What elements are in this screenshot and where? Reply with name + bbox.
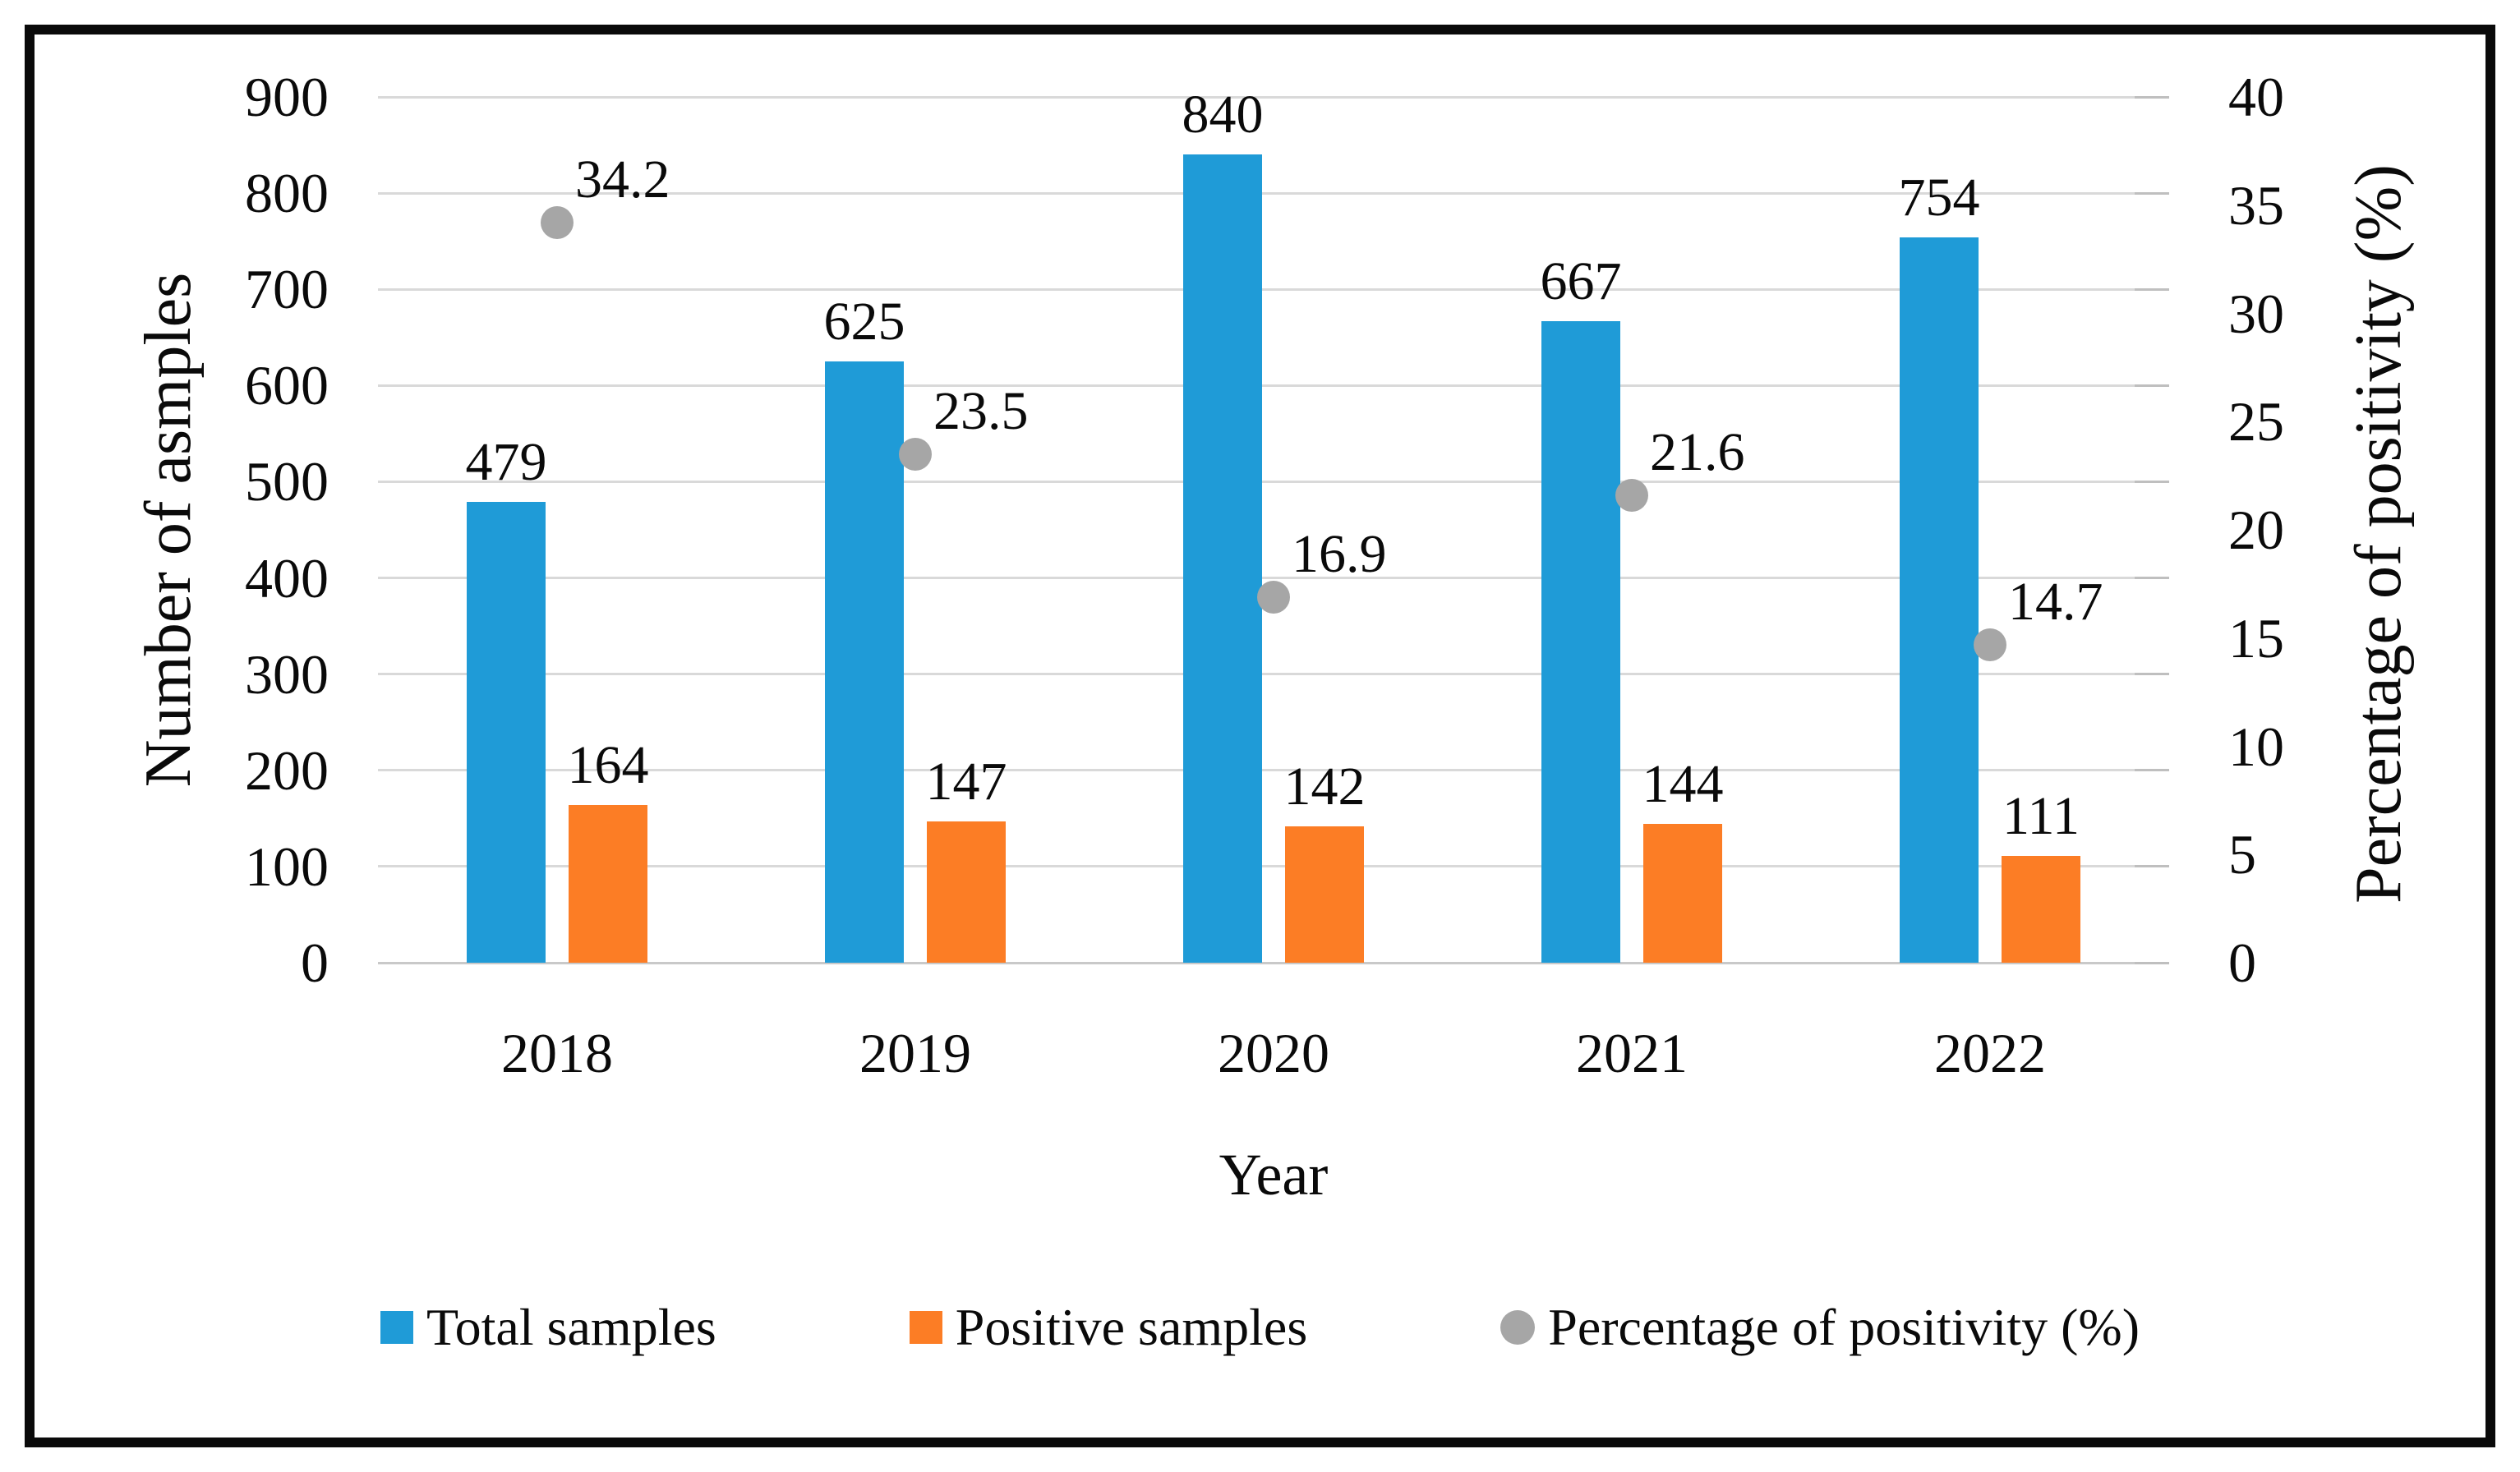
right-axis-tick-label: 0 bbox=[2228, 932, 2256, 994]
legend: Total samples Positive samples Percentag… bbox=[0, 1296, 2520, 1359]
total-samples-value-label: 754 bbox=[1898, 167, 1980, 228]
gridline bbox=[378, 865, 2169, 868]
total-samples-bar bbox=[825, 361, 904, 963]
right-axis-tick-label: 10 bbox=[2228, 715, 2284, 778]
left-axis-tick-label: 800 bbox=[245, 162, 329, 225]
legend-label: Percentage of positivity (%) bbox=[1548, 1298, 2140, 1356]
right-axis-tick-mark bbox=[2135, 673, 2169, 676]
x-axis-category-label: 2020 bbox=[1218, 1022, 1329, 1084]
total-samples-bar bbox=[467, 502, 546, 963]
positive-samples-bar bbox=[927, 821, 1006, 963]
percentage-positivity-point bbox=[1974, 628, 2006, 661]
right-axis-tick-mark bbox=[2135, 769, 2169, 772]
total-samples-bar bbox=[1183, 154, 1262, 963]
total-samples-value-label: 667 bbox=[1540, 251, 1622, 311]
positive-samples-value-label: 144 bbox=[1642, 754, 1724, 815]
right-axis-tick-label: 20 bbox=[2228, 499, 2284, 561]
left-axis-tick-label: 300 bbox=[245, 642, 329, 706]
left-axis-tick-label: 500 bbox=[245, 450, 329, 513]
positive-samples-value-label: 142 bbox=[1283, 756, 1366, 816]
right-axis-tick-label: 15 bbox=[2228, 606, 2284, 669]
positive-samples-swatch-icon bbox=[909, 1311, 942, 1344]
total-samples-bar bbox=[1541, 320, 1620, 963]
legend-item-total-samples: Total samples bbox=[380, 1296, 716, 1359]
positive-samples-bar bbox=[1643, 824, 1722, 963]
x-axis-category-label: 2022 bbox=[1934, 1022, 2046, 1084]
percentage-positivity-point bbox=[899, 437, 932, 471]
gridline bbox=[378, 95, 2169, 99]
gridline bbox=[378, 769, 2169, 772]
left-axis-tick-label: 400 bbox=[245, 546, 329, 610]
legend-item-percentage-positivity: Percentage of positivity (%) bbox=[1500, 1296, 2140, 1359]
percentage-positivity-value-label: 16.9 bbox=[1292, 523, 1387, 584]
positive-samples-bar bbox=[569, 804, 647, 963]
left-axis-tick-label: 100 bbox=[245, 835, 329, 898]
right-axis-tick-mark bbox=[2135, 480, 2169, 483]
positive-samples-value-label: 164 bbox=[567, 734, 649, 795]
gridline bbox=[378, 384, 2169, 387]
positive-samples-value-label: 147 bbox=[925, 751, 1007, 812]
right-axis-tick-mark bbox=[2135, 384, 2169, 387]
percentage-positivity-value-label: 34.2 bbox=[575, 149, 670, 209]
total-samples-value-label: 625 bbox=[823, 292, 905, 352]
percentage-positivity-point bbox=[1257, 580, 1290, 614]
right-axis-tick-mark bbox=[2135, 865, 2169, 868]
right-axis-tick-mark bbox=[2135, 191, 2169, 195]
right-axis-tick-label: 35 bbox=[2228, 173, 2284, 237]
right-axis-tick-mark bbox=[2135, 95, 2169, 99]
gridline bbox=[378, 961, 2169, 964]
right-axis-tick-mark bbox=[2135, 961, 2169, 964]
right-axis-tick-label: 25 bbox=[2228, 390, 2284, 453]
total-samples-value-label: 479 bbox=[465, 432, 547, 493]
right-axis-tick-label: 30 bbox=[2228, 282, 2284, 345]
x-axis-category-label: 2018 bbox=[501, 1022, 613, 1084]
left-axis-title: Number of asmples bbox=[132, 272, 205, 788]
percentage-positivity-value-label: 21.6 bbox=[1650, 421, 1745, 482]
right-axis-tick-label: 5 bbox=[2228, 823, 2256, 886]
positive-samples-bar bbox=[1285, 826, 1364, 963]
percentage-positivity-swatch-icon bbox=[1500, 1310, 1536, 1345]
x-axis-title: Year bbox=[1219, 1142, 1329, 1208]
x-axis-category-label: 2019 bbox=[859, 1022, 971, 1084]
positive-samples-bar bbox=[2002, 856, 2080, 963]
right-axis-tick-label: 40 bbox=[2228, 66, 2284, 128]
legend-label: Positive samples bbox=[955, 1298, 1308, 1356]
x-axis-category-label: 2021 bbox=[1576, 1022, 1688, 1084]
legend-item-positive-samples: Positive samples bbox=[909, 1296, 1308, 1359]
percentage-positivity-value-label: 14.7 bbox=[2008, 571, 2103, 632]
left-axis-tick-label: 700 bbox=[245, 258, 329, 321]
percentage-positivity-point bbox=[1615, 478, 1648, 512]
gridline bbox=[378, 480, 2169, 483]
left-axis-tick-label: 200 bbox=[245, 738, 329, 802]
left-axis-tick-label: 0 bbox=[301, 932, 329, 994]
percentage-positivity-value-label: 23.5 bbox=[933, 380, 1029, 441]
right-axis-tick-mark bbox=[2135, 288, 2169, 291]
percentage-positivity-point bbox=[541, 205, 574, 239]
total-samples-bar bbox=[1900, 237, 1979, 963]
gridline bbox=[378, 673, 2169, 676]
right-axis-title: Percentage of positivity (%) bbox=[2343, 164, 2415, 904]
left-axis-tick-label: 900 bbox=[245, 66, 329, 128]
gridline bbox=[378, 288, 2169, 291]
total-samples-value-label: 840 bbox=[1182, 85, 1264, 145]
positive-samples-value-label: 111 bbox=[2002, 786, 2080, 846]
right-axis-tick-mark bbox=[2135, 577, 2169, 580]
total-samples-swatch-icon bbox=[380, 1311, 413, 1344]
legend-label: Total samples bbox=[426, 1298, 716, 1356]
left-axis-tick-label: 600 bbox=[245, 354, 329, 417]
gridline bbox=[378, 191, 2169, 195]
gridline bbox=[378, 577, 2169, 580]
